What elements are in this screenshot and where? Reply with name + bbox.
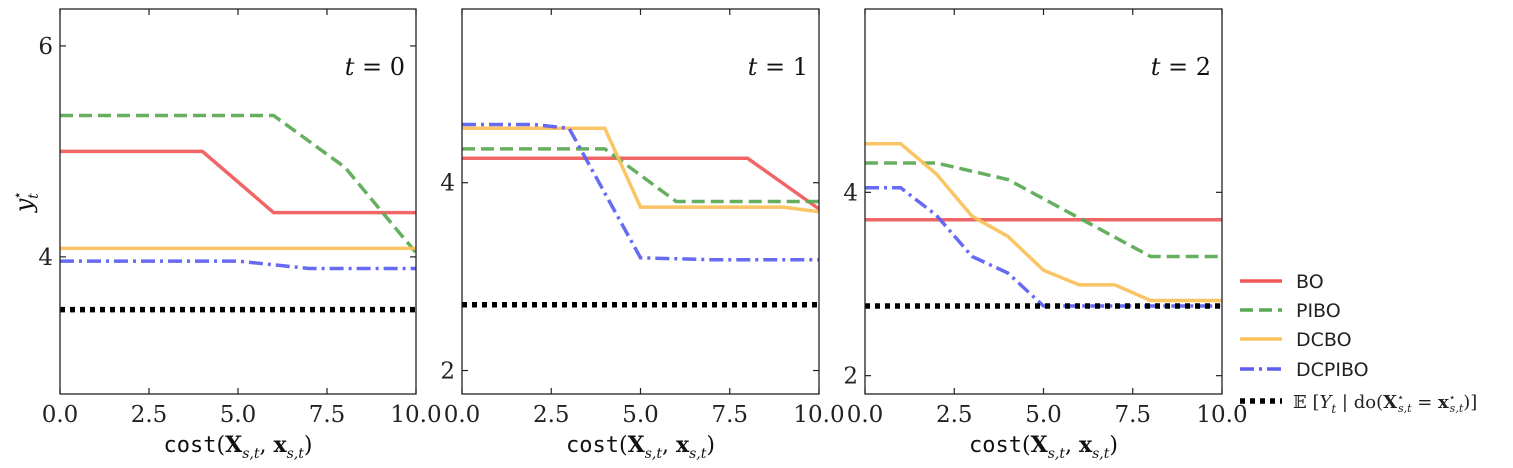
y-tick-label: 4 [440,171,455,197]
panel-annotation: t = 1 [748,53,808,81]
x-tick-label: 0.0 [42,402,79,428]
legend-label: DCPIBO [1296,359,1369,381]
panel-1: 0.0 2.5 5.0 7.5 10.0 2 4 t = 1 cost(Xs,t, xs,t) [440,8,845,462]
x-tick-label: 7.5 [711,402,748,428]
x-axis-label: cost(Xs,t, xs,t) [969,432,1118,462]
series-line-dcpibo [865,186,1222,308]
legend-label: BO [1296,271,1324,293]
y-tick-label: 4 [38,245,53,271]
panel-0: 0.0 2.5 5.0 7.5 10.0 4 6 t = 0 cost(Xs,t, xs,t) [38,8,442,462]
panel-annotation: t = 0 [345,53,405,81]
series-line-dcpibo [60,259,416,271]
x-tick-label: 10.0 [793,402,844,428]
series-line-bo [60,149,416,215]
y-tick-label: 6 [38,34,53,60]
x-tick-label: 0.0 [847,402,884,428]
series-line-dcbo [462,126,819,214]
series-line-pibo [865,161,1222,259]
x-axis-label: cost(Xs,t, xs,t) [566,432,715,462]
x-tick-label: 10.0 [390,402,441,428]
y-tick-label: 2 [843,364,858,390]
x-tick-label: 7.5 [1114,402,1151,428]
y-axis-label: y⋆t [10,191,42,213]
x-tick-label: 2.5 [131,402,168,428]
series-line-pibo [60,113,416,254]
legend-label: PIBO [1296,300,1341,322]
legend: BO PIBO DCBO DCPIBO 𝔼 [Yt | do(X⋆ s,t = x⋆ s,t… [1240,271,1477,416]
y-tick-label: 4 [843,180,858,206]
legend-label: 𝔼 [Yt | do(X⋆ s,t = x⋆ s,t)] [1293,391,1477,416]
panel-2: 0.0 2.5 5.0 7.5 10.0 2 4 t = 2 cost(Xs,t, xs,t) [843,8,1248,462]
x-tick-label: 10.0 [1196,402,1247,428]
x-tick-label: 5.0 [622,402,659,428]
x-axis-label: cost(Xs,t, xs,t) [164,432,313,462]
panel-annotation: t = 2 [1151,53,1211,81]
x-tick-label: 5.0 [1025,402,1062,428]
x-tick-label: 0.0 [444,402,481,428]
x-tick-label: 5.0 [220,402,257,428]
panel-0-series [60,113,416,313]
panel-1-series [462,122,819,308]
series-line-dcpibo [462,122,819,262]
x-tick-label: 2.5 [936,402,973,428]
x-tick-label: 2.5 [533,402,570,428]
panel-2-series [865,142,1222,309]
y-tick-label: 2 [440,359,455,385]
x-tick-label: 7.5 [309,402,346,428]
series-line-dcbo [865,142,1222,303]
series-line-bo [462,156,819,211]
legend-label: DCBO [1296,329,1352,351]
